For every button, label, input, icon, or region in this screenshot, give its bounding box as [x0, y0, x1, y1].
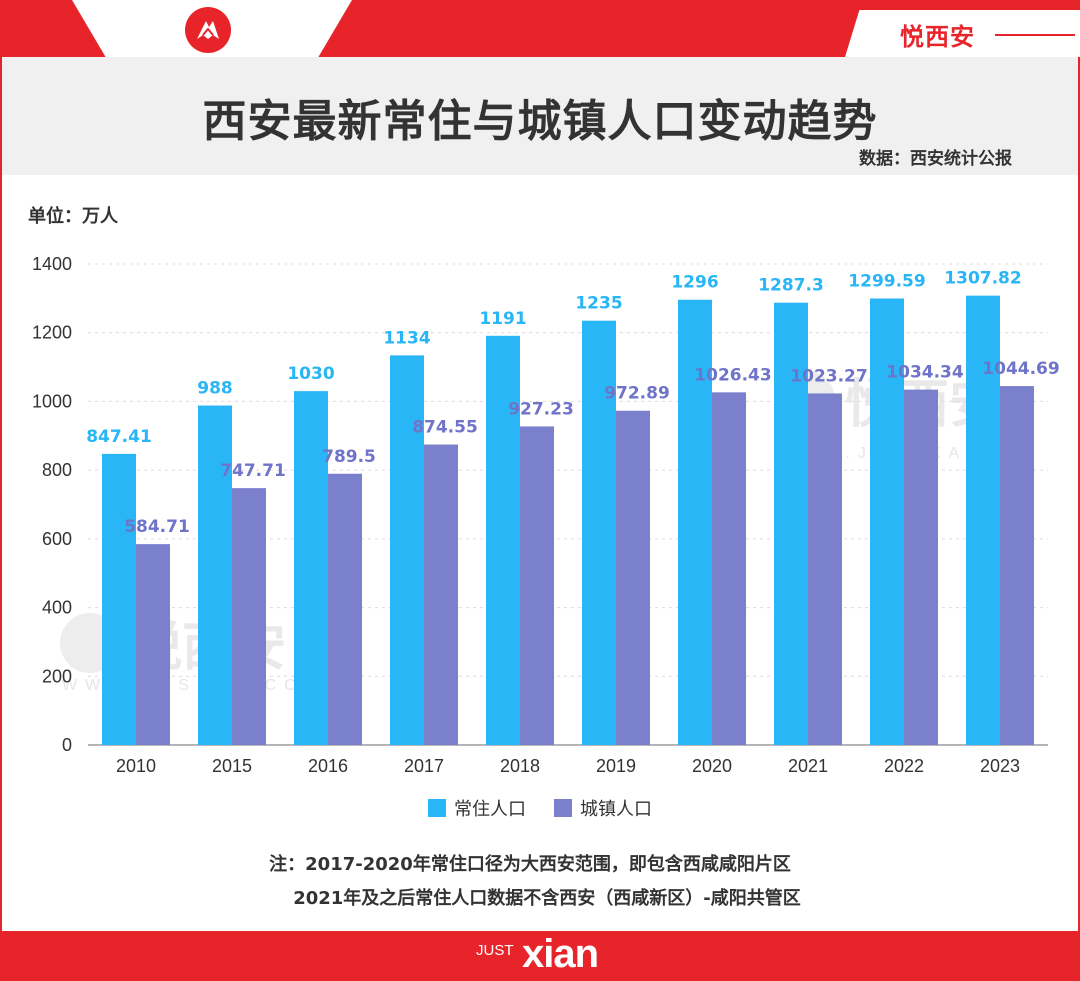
legend-item-series-a: 常住人口: [428, 795, 526, 821]
data-labels: 847.41 584.71 988 747.71 1030 789.5 1134 874.55…: [86, 269, 1060, 537]
y-tick-label: 200: [42, 666, 72, 686]
note-line: 注：2017-2020年常住口径为大西安范围，即包含西咸咸阳片区: [269, 854, 791, 875]
data-label-series-b: 927.23: [508, 399, 574, 419]
bar-series-b: [808, 393, 842, 745]
bar-series-a: [966, 295, 1000, 745]
x-tick-label: 2018: [500, 756, 540, 776]
data-label-series-b: 874.55: [412, 418, 478, 438]
data-label-series-a: 1030: [287, 364, 334, 384]
brand-divider: [995, 34, 1075, 36]
data-label-series-a: 988: [197, 379, 233, 399]
yuexian-logo-icon: [185, 7, 231, 53]
bar-series-b: [1000, 386, 1034, 745]
x-tick-label: 2016: [308, 756, 348, 776]
bar-series-a: [774, 302, 808, 745]
bar-chart: 悦西安WWW.JUSTXA.COM悦西安WWW.JUSTXA.COM 02004…: [32, 254, 1060, 776]
y-axis-ticks: 0 200 400 600 800 1000 1200 1400: [32, 254, 72, 755]
y-tick-label: 1200: [32, 323, 72, 343]
data-label-series-a: 1287.3: [758, 276, 824, 296]
watermark-url: WWW.JUSTXA.COM: [62, 677, 326, 694]
page-title: 西安最新常住与城镇人口变动趋势: [202, 96, 878, 147]
bar-series-b: [712, 392, 746, 745]
y-tick-label: 400: [42, 598, 72, 618]
bar-series-b: [328, 473, 362, 745]
y-tick-label: 600: [42, 529, 72, 549]
header-panel: [2, 57, 1078, 175]
data-label-series-a: 847.41: [86, 427, 152, 447]
notes: 注：2017-2020年常住口径为大西安范围，即包含西咸咸阳片区 2021年及之…: [0, 848, 1080, 916]
data-label-series-b: 747.71: [220, 461, 286, 481]
footer-logo-name: xian: [522, 932, 599, 976]
data-label-series-b: 1023.27: [790, 366, 867, 386]
bar-series-a: [870, 298, 904, 745]
bar-series-b: [136, 544, 170, 745]
brand-name: 悦西安: [900, 23, 975, 51]
x-tick-label: 2020: [692, 756, 732, 776]
top-right-tab: [845, 10, 1080, 57]
footer-logo-prefix: JUST: [476, 942, 514, 959]
legend-swatch: [428, 799, 446, 817]
data-label-series-a: 1191: [479, 309, 526, 329]
bar-series-a: [582, 320, 616, 745]
data-label-series-a: 1235: [575, 294, 622, 314]
unit-label: 单位：万人: [28, 206, 118, 227]
y-tick-label: 800: [42, 460, 72, 480]
y-tick-label: 1000: [32, 391, 72, 411]
data-label-series-a: 1134: [383, 328, 430, 348]
bar-series-a: [390, 355, 424, 745]
x-tick-label: 2010: [116, 756, 156, 776]
bar-series-b: [232, 488, 266, 745]
y-tick-label: 0: [62, 735, 72, 755]
x-tick-label: 2017: [404, 756, 444, 776]
data-label-series-a: 1307.82: [944, 269, 1021, 289]
note-line: 2021年及之后常住人口数据不含西安（西咸新区）-咸阳共管区: [293, 888, 801, 909]
data-label-series-a: 1299.59: [848, 271, 925, 291]
x-tick-label: 2022: [884, 756, 924, 776]
bar-series-a: [198, 405, 232, 745]
x-tick-label: 2019: [596, 756, 636, 776]
data-label-series-b: 972.89: [604, 384, 670, 404]
bar-series-a: [294, 391, 328, 745]
data-label-series-b: 584.71: [124, 517, 190, 537]
data-label-series-b: 1044.69: [982, 359, 1059, 379]
legend-label: 常住人口: [454, 799, 526, 820]
bars: [102, 295, 1034, 745]
bar-series-a: [678, 299, 712, 745]
bar-series-b: [520, 426, 554, 745]
x-tick-label: 2021: [788, 756, 828, 776]
footer-bar: [0, 931, 1080, 981]
data-source: 数据：西安统计公报: [859, 149, 1012, 169]
legend: 常住人口 城镇人口: [0, 795, 1080, 821]
data-label-series-a: 1296: [671, 273, 718, 293]
data-label-series-b: 1026.43: [694, 365, 771, 385]
bar-series-b: [424, 444, 458, 745]
bar-series-a: [102, 453, 136, 745]
legend-item-series-b: 城镇人口: [554, 795, 652, 821]
bar-series-b: [616, 410, 650, 745]
y-tick-label: 1400: [32, 254, 72, 274]
bar-series-b: [904, 389, 938, 745]
data-label-series-b: 1034.34: [886, 363, 964, 383]
x-tick-label: 2015: [212, 756, 252, 776]
x-axis-ticks: 2010 2015 2016 2017 2018 2019 2020 2021 2022 2023: [116, 756, 1020, 776]
bar-series-a: [486, 335, 520, 745]
data-label-series-b: 789.5: [322, 447, 376, 467]
legend-swatch: [554, 799, 572, 817]
x-tick-label: 2023: [980, 756, 1020, 776]
legend-label: 城镇人口: [580, 799, 652, 820]
